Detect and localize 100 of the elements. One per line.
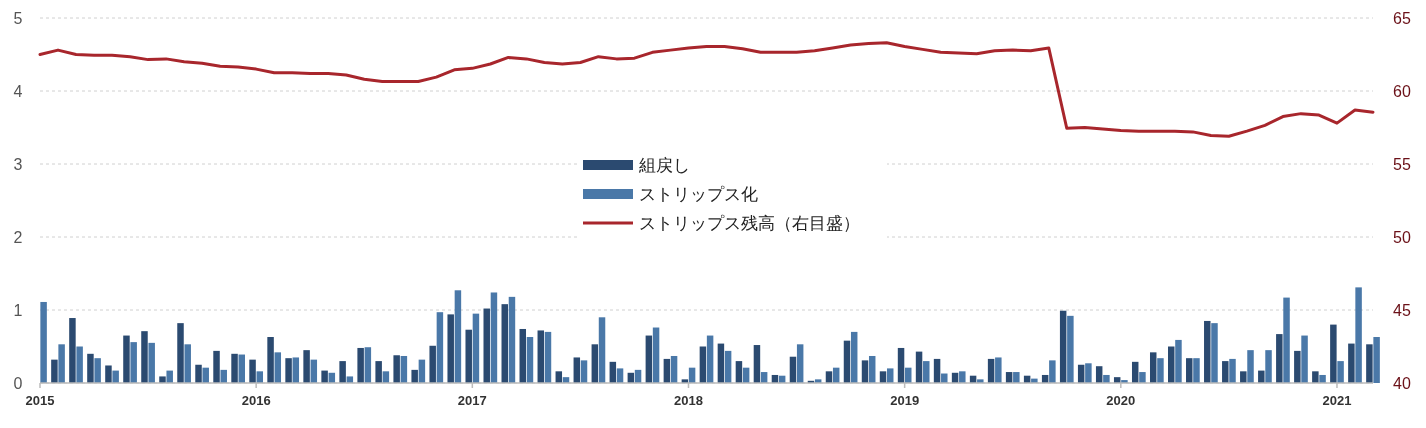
legend-label: 組戻し xyxy=(638,156,690,175)
bar xyxy=(1157,358,1164,383)
y-tick-label: 5 xyxy=(13,10,23,27)
bar xyxy=(1193,358,1200,383)
bar xyxy=(1337,361,1344,383)
bar xyxy=(1283,297,1290,383)
bar xyxy=(195,364,202,383)
bar xyxy=(995,357,1002,383)
x-tick-label: 2019 xyxy=(890,393,920,408)
bar xyxy=(1276,334,1283,383)
bar xyxy=(429,345,436,383)
bar xyxy=(1211,323,1218,383)
bar xyxy=(1366,344,1373,383)
bar xyxy=(1330,324,1337,383)
bar xyxy=(220,369,227,383)
y-tick-label: 4 xyxy=(13,83,23,100)
bar xyxy=(40,301,47,383)
y-tick-label: 0 xyxy=(13,375,23,392)
y2-tick-label: 55 xyxy=(1393,156,1411,173)
bar xyxy=(580,360,588,383)
y2-tick-label: 40 xyxy=(1393,375,1411,392)
bar xyxy=(1294,350,1301,383)
bar xyxy=(1103,374,1110,383)
bar xyxy=(123,335,130,383)
bar xyxy=(598,317,606,383)
bar xyxy=(537,330,545,383)
bar xyxy=(94,358,101,383)
bar xyxy=(375,361,382,383)
x-tick-label: 2021 xyxy=(1322,393,1352,408)
bar xyxy=(1085,363,1092,383)
bar xyxy=(1312,371,1319,383)
bar xyxy=(87,353,94,383)
bar xyxy=(166,370,173,383)
bar xyxy=(1229,358,1236,383)
bar xyxy=(1049,360,1056,383)
y-tick-label: 1 xyxy=(13,302,23,319)
bar xyxy=(544,331,552,383)
y-tick-label: 3 xyxy=(13,156,23,173)
bar xyxy=(436,312,444,383)
bar xyxy=(941,373,948,383)
bar xyxy=(1355,287,1362,383)
bar xyxy=(1240,371,1247,383)
bar xyxy=(526,337,534,383)
bar xyxy=(1222,361,1229,383)
bar xyxy=(591,344,599,383)
bar xyxy=(213,350,220,383)
bar xyxy=(1348,343,1355,383)
bar xyxy=(1319,374,1326,383)
bar xyxy=(321,370,328,383)
bar xyxy=(303,350,310,383)
bar xyxy=(411,369,418,383)
bar xyxy=(519,328,526,383)
bar xyxy=(508,296,516,383)
bar xyxy=(1059,310,1067,383)
bar xyxy=(1247,350,1254,383)
bar xyxy=(861,360,869,383)
bar xyxy=(483,308,490,383)
bar xyxy=(285,358,292,383)
y2-tick-label: 50 xyxy=(1393,229,1411,246)
bar xyxy=(148,342,155,383)
bar xyxy=(105,365,112,383)
bar xyxy=(393,355,400,383)
bar xyxy=(472,313,480,383)
bar xyxy=(69,318,76,383)
bar xyxy=(357,347,364,383)
bar xyxy=(1013,372,1020,383)
legend-label: ストリップス残高（右目盛） xyxy=(639,214,860,233)
bar xyxy=(364,347,372,383)
bar xyxy=(51,359,58,383)
bar xyxy=(274,352,282,383)
bar xyxy=(1204,320,1211,383)
bar xyxy=(959,371,966,383)
bar xyxy=(249,359,256,383)
bar xyxy=(753,345,761,383)
legend-label: ストリップス化 xyxy=(639,185,758,204)
x-tick-label: 2017 xyxy=(457,393,487,408)
bar xyxy=(447,314,454,383)
y-tick-label: 2 xyxy=(13,229,23,246)
bar xyxy=(490,292,498,383)
bar xyxy=(645,335,653,383)
bar xyxy=(1139,372,1146,383)
bar xyxy=(202,367,209,383)
bar xyxy=(1149,352,1157,383)
bar xyxy=(58,344,65,383)
line-series xyxy=(38,41,1375,138)
bar xyxy=(1258,370,1265,383)
bar xyxy=(1067,315,1074,383)
bar xyxy=(796,344,804,383)
bar xyxy=(231,353,238,383)
bar xyxy=(184,344,191,383)
y2-tick-label: 65 xyxy=(1393,10,1411,27)
bar xyxy=(573,357,581,383)
bar xyxy=(339,361,346,383)
bar xyxy=(76,346,83,383)
bar xyxy=(1175,339,1182,383)
bar xyxy=(1186,358,1193,383)
y2-tick-label: 45 xyxy=(1393,302,1411,319)
x-tick-label: 2015 xyxy=(25,393,55,408)
y2-tick-label: 60 xyxy=(1393,83,1411,100)
bar xyxy=(850,331,858,383)
